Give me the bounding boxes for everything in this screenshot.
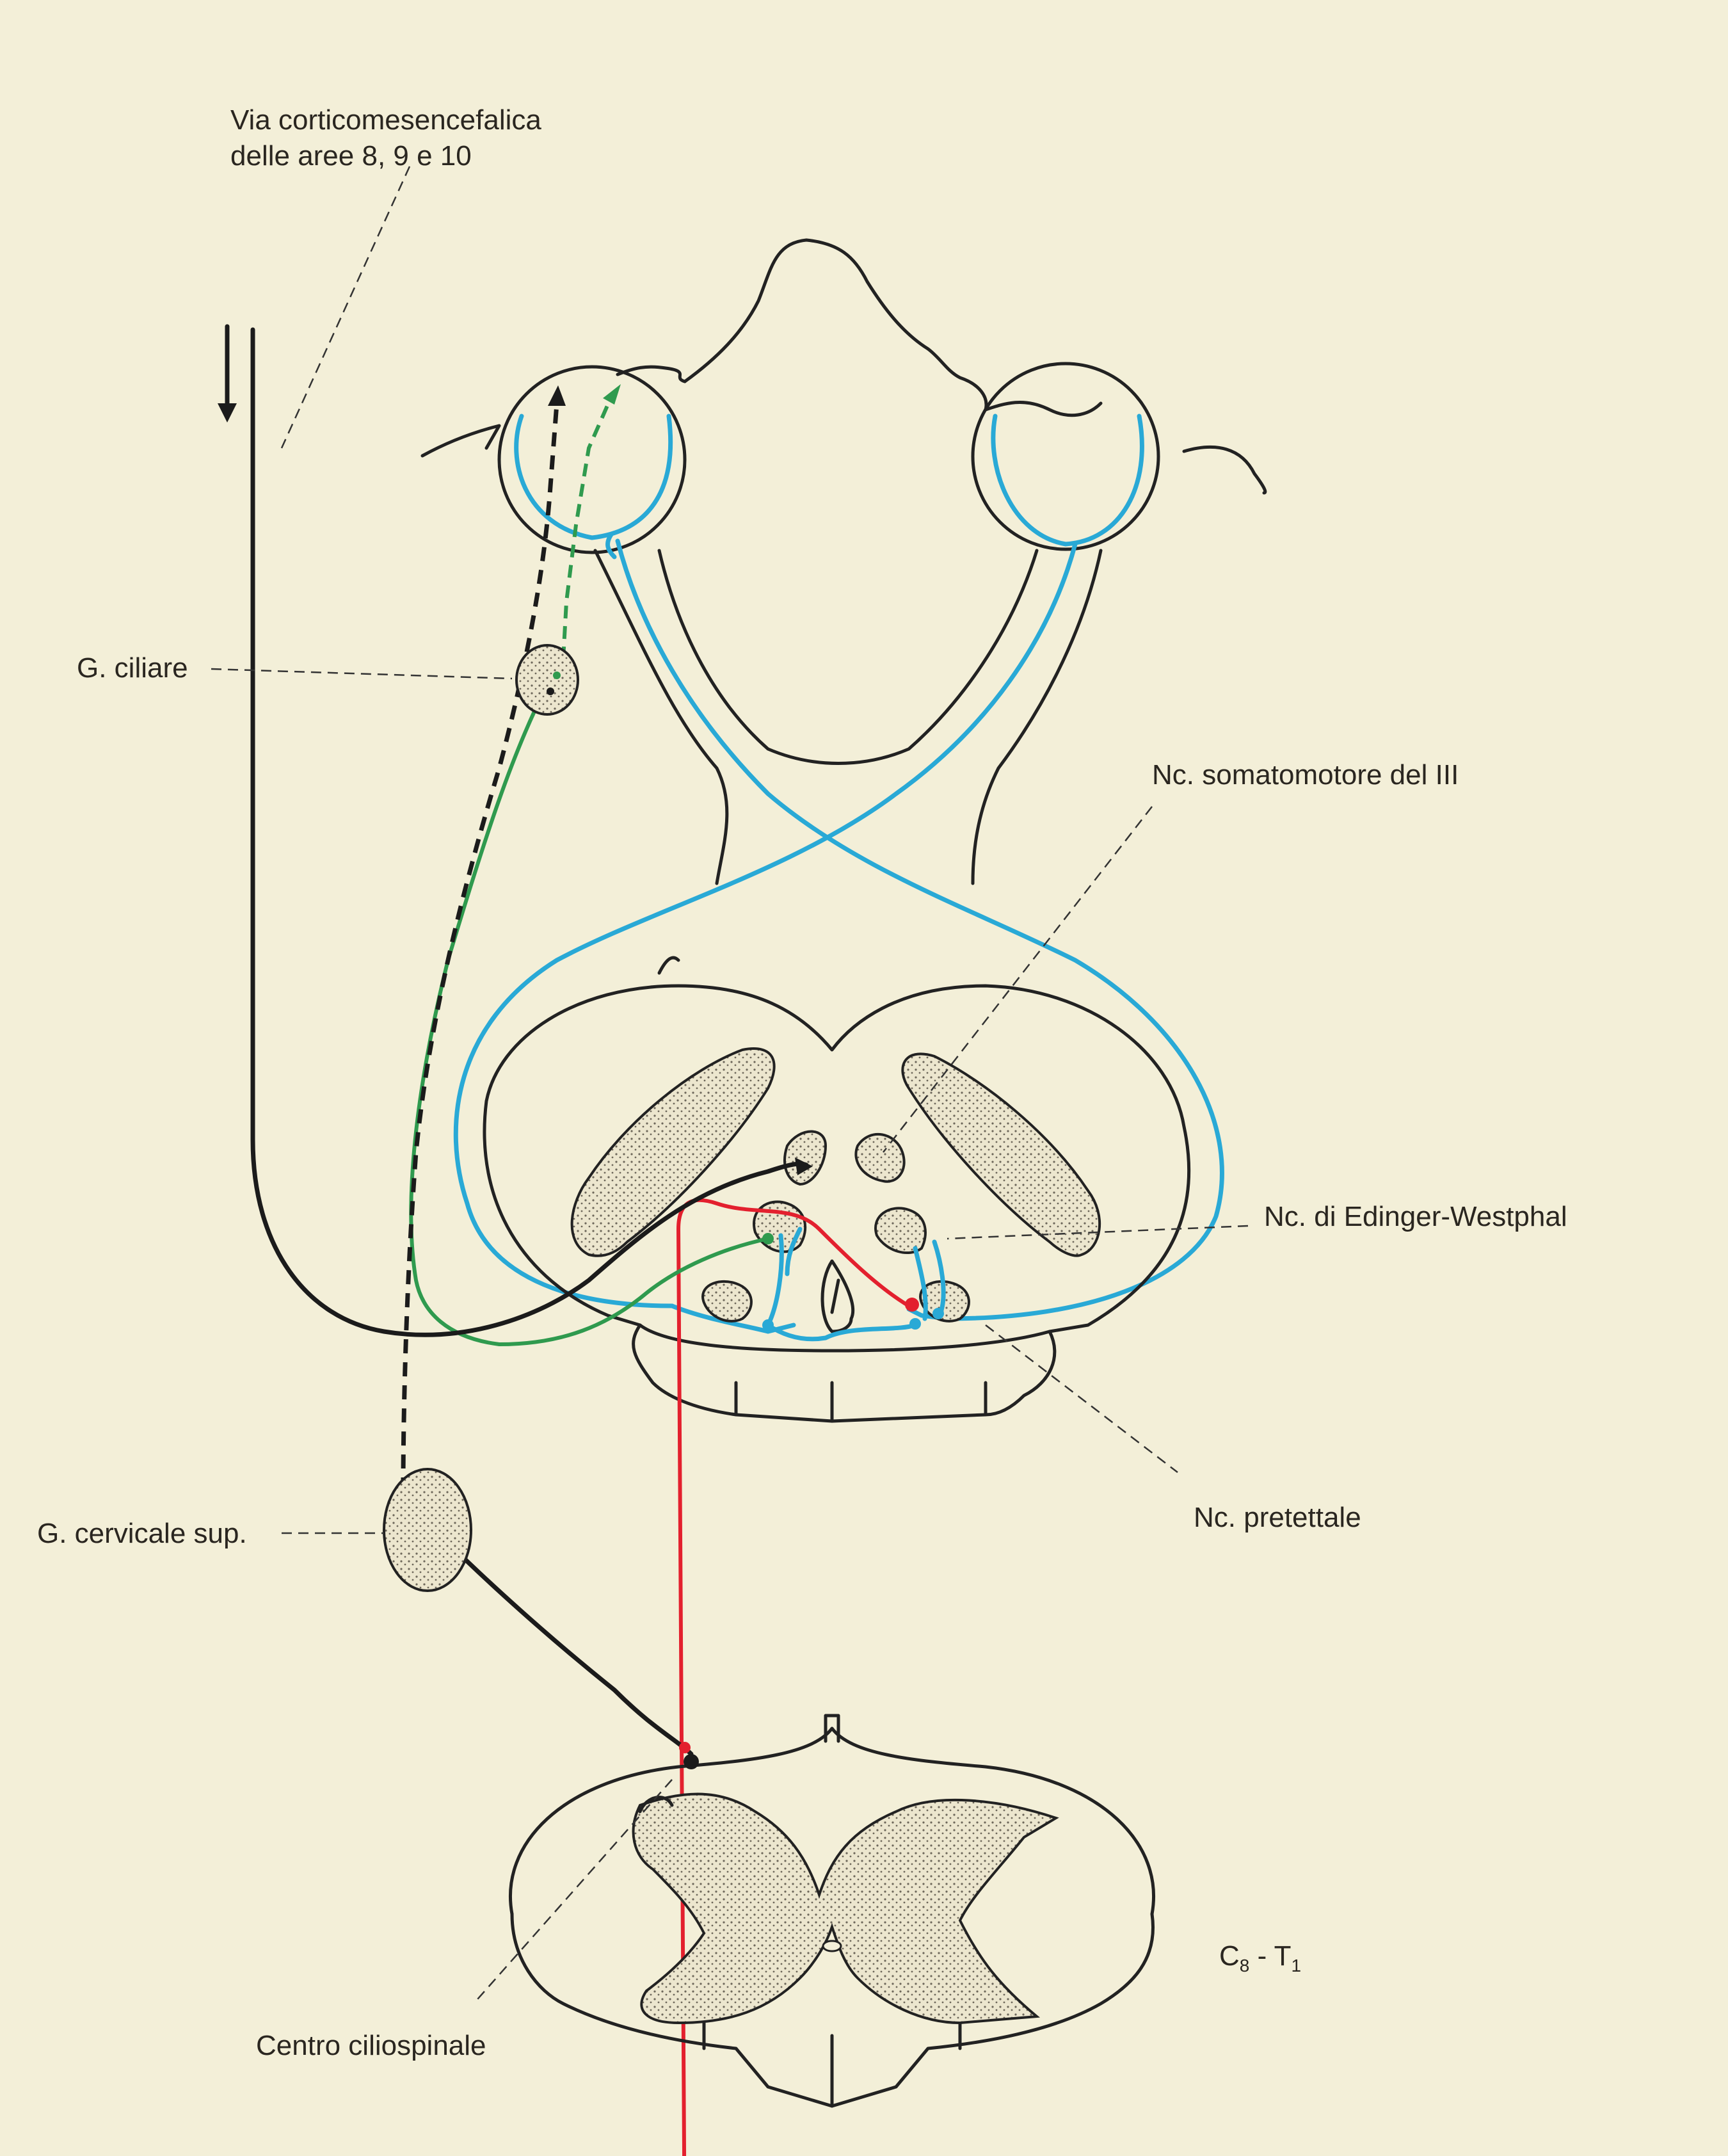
- ciliary-ganglion: [515, 644, 579, 716]
- spinal-cord-section: [509, 1714, 1155, 2108]
- superior-cervical-ganglion: [383, 1468, 472, 1592]
- label-pretectal-nucleus: Nc. pretettale: [1194, 1502, 1361, 1533]
- label-corticomesencephalic-line1: Via corticomesencefalica: [230, 104, 541, 136]
- parasympathetic-pathway: [409, 384, 774, 1347]
- label-ciliospinal-center: Centro ciliospinale: [256, 2030, 486, 2061]
- spinal-level-t-sub: 1: [1292, 1956, 1302, 1975]
- optic-pathway-outline: [593, 549, 1103, 885]
- spinal-level-c: C: [1219, 1940, 1240, 1972]
- label-corticomesencephalic-line2: delle aree 8, 9 e 10: [230, 140, 472, 172]
- midbrain-section: [483, 956, 1191, 1423]
- head-outline: [420, 238, 1267, 495]
- label-spinal-level: C8 - T1: [1219, 1940, 1301, 1975]
- spinal-level-t: - T: [1249, 1940, 1291, 1972]
- label-ciliary-ganglion: G. ciliare: [77, 652, 188, 684]
- left-eye: [497, 365, 687, 559]
- label-somatomotor-nucleus: Nc. somatomotore del III: [1152, 759, 1459, 791]
- label-edinger-westphal: Nc. di Edinger-Westphal: [1264, 1201, 1567, 1232]
- labels: Via corticomesencefalica delle aree 8, 9…: [37, 104, 1567, 2061]
- label-superior-cervical-ganglion: G. cervicale sup.: [37, 1518, 247, 1549]
- spinal-level-c-sub: 8: [1240, 1956, 1250, 1975]
- leader-lines: [211, 166, 1249, 2004]
- right-eye: [971, 362, 1160, 551]
- afferent-optic-fibers: [453, 538, 1224, 1334]
